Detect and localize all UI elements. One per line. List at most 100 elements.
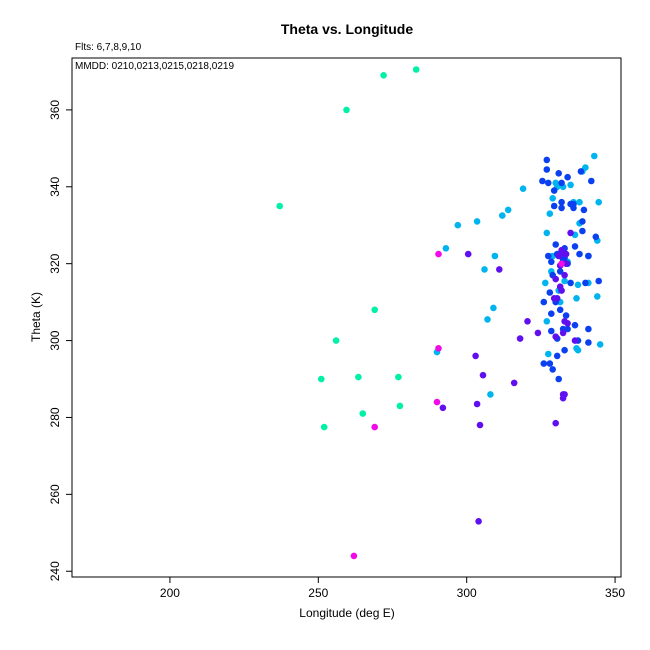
data-point	[570, 204, 577, 212]
data-point	[556, 268, 564, 275]
data-point	[540, 360, 548, 367]
data-point	[564, 320, 571, 327]
x-tick-label: 200	[160, 586, 180, 600]
y-tick-label: 240	[48, 561, 62, 581]
data-point	[561, 391, 568, 398]
data-point	[473, 400, 481, 408]
plot-frame	[71, 57, 622, 578]
data-point	[343, 106, 350, 114]
data-point	[562, 250, 570, 258]
data-point	[579, 227, 586, 235]
data-point	[571, 337, 579, 344]
data-point	[499, 212, 506, 219]
data-point	[396, 402, 404, 410]
data-point	[504, 206, 512, 214]
data-point	[561, 277, 568, 285]
data-point	[596, 341, 604, 348]
data-point	[576, 250, 583, 258]
data-point	[371, 423, 379, 431]
data-point	[355, 373, 362, 381]
data-point	[567, 279, 574, 287]
data-point	[546, 210, 554, 217]
x-tick-label: 350	[605, 586, 625, 600]
data-point	[564, 325, 571, 333]
data-point	[549, 195, 556, 202]
data-point	[585, 252, 592, 260]
data-point	[579, 218, 586, 225]
data-point	[577, 168, 585, 175]
data-point	[479, 371, 487, 379]
data-point	[561, 346, 568, 354]
data-point	[476, 421, 484, 429]
data-point	[435, 345, 442, 352]
data-point	[592, 233, 600, 241]
data-point	[524, 318, 531, 325]
data-point	[484, 316, 491, 323]
data-point	[571, 321, 579, 329]
chart-title: Theta vs. Longitude	[281, 21, 413, 37]
data-point	[558, 198, 565, 206]
data-point	[595, 277, 602, 285]
data-point	[395, 373, 402, 381]
data-point	[546, 360, 554, 367]
data-point	[442, 245, 450, 252]
data-point	[371, 306, 379, 314]
data-point	[545, 179, 552, 187]
data-point	[574, 346, 582, 354]
data-point	[595, 198, 602, 206]
data-point	[567, 181, 574, 189]
y-axis-title: Theta (K)	[29, 292, 43, 342]
data-point	[472, 352, 479, 360]
data-point	[573, 295, 580, 302]
data-point	[571, 243, 579, 250]
data-point	[519, 185, 527, 192]
data-point	[558, 204, 565, 212]
data-points	[276, 66, 604, 560]
data-point	[542, 279, 549, 287]
data-point	[320, 423, 328, 431]
data-point	[564, 173, 571, 181]
data-point	[435, 250, 442, 258]
dates-note: MMDD: 0210,0213,0215,0218,0219	[75, 61, 234, 72]
data-point	[475, 518, 482, 525]
data-point	[558, 287, 565, 294]
data-point	[550, 202, 558, 210]
x-axis-title: Longitude (deg E)	[299, 606, 394, 620]
data-point	[555, 375, 562, 383]
data-point	[540, 298, 548, 306]
data-point	[318, 375, 325, 383]
data-point	[550, 187, 558, 194]
data-point	[585, 339, 592, 346]
data-point	[454, 221, 462, 229]
data-point	[516, 335, 524, 342]
data-point	[276, 202, 284, 210]
y-tick-label: 280	[48, 407, 62, 427]
data-point	[543, 156, 551, 164]
data-point	[359, 410, 367, 417]
data-point	[582, 279, 589, 287]
data-point	[582, 164, 589, 171]
data-point	[534, 329, 542, 337]
y-tick-label: 360	[48, 100, 62, 120]
data-point	[496, 266, 503, 273]
data-point	[553, 295, 561, 302]
data-point	[543, 318, 551, 325]
data-point	[473, 218, 481, 225]
data-point	[332, 337, 340, 344]
y-tick-label: 300	[48, 330, 62, 350]
data-point	[594, 293, 601, 300]
data-point	[588, 177, 595, 185]
data-point	[556, 306, 564, 314]
data-point	[576, 198, 583, 206]
data-point	[549, 366, 556, 373]
y-axis: 240 260 280 300 320 340 360	[48, 100, 73, 581]
data-point	[555, 170, 562, 177]
data-point	[548, 258, 555, 266]
data-point	[562, 312, 570, 319]
data-point	[491, 252, 499, 260]
data-point	[433, 398, 441, 406]
data-point	[553, 352, 561, 360]
data-point	[543, 229, 551, 237]
data-point	[552, 241, 559, 248]
